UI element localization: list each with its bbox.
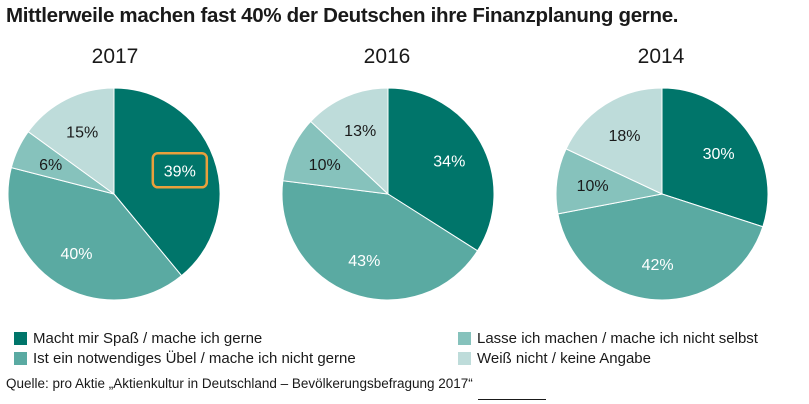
- legend-label: Ist ein notwendiges Übel / mache ich nic…: [33, 350, 356, 367]
- legend-label: Weiß nicht / keine Angabe: [477, 350, 651, 367]
- legend-swatch: [14, 332, 27, 345]
- pie-title-2017: 2017: [91, 45, 139, 68]
- pie-data-label: 6%: [39, 157, 62, 174]
- legend-item-spass: Macht mir Spaß / mache ich gerne: [14, 330, 262, 347]
- pie-data-label: 42%: [642, 257, 674, 274]
- pie-slice-2017-0: [113, 87, 221, 277]
- pie-title-2016: 2016: [363, 45, 411, 68]
- pie-slice-2016-1: [281, 180, 479, 301]
- legend-item-uebel: Ist ein notwendiges Übel / mache ich nic…: [14, 350, 356, 367]
- pie-data-label: 15%: [66, 125, 98, 142]
- pie-slice-2017-1: [7, 167, 183, 301]
- legend-item-weiss: Weiß nicht / keine Angabe: [458, 350, 651, 367]
- chart-title: Mittlerweile machen fast 40% der Deutsch…: [6, 4, 679, 27]
- pie-slice-2014-3: [565, 87, 663, 195]
- legend-item-lasse: Lasse ich machen / mache ich nicht selbs…: [458, 330, 758, 347]
- legend-swatch: [458, 332, 471, 345]
- pie-charts: 39%40%6%15%34%43%10%13%30%42%10%18%: [7, 87, 769, 301]
- pie-2017: 39% 40% 6%15%: [7, 87, 221, 301]
- legend-label: Lasse ich machen / mache ich nicht selbs…: [477, 330, 758, 347]
- pie-slice-2014-0: [661, 87, 769, 228]
- divider: [478, 399, 546, 400]
- pie-data-label: 10%: [309, 157, 341, 174]
- pie-2014: 30% 42% 10% 18%: [555, 87, 769, 301]
- legend-swatch: [458, 352, 471, 365]
- pie-data-label: 13%: [344, 123, 376, 140]
- pie-title-2014: 2014: [637, 45, 685, 68]
- pie-2016: 34% 43% 10%13%: [281, 87, 495, 301]
- pie-data-label: 40%: [60, 246, 92, 263]
- highlight-box: [151, 152, 209, 189]
- source-note: Quelle: pro Aktie „Aktienkultur in Deuts…: [6, 376, 473, 391]
- legend-label: Macht mir Spaß / mache ich gerne: [33, 330, 263, 347]
- pie-data-label: 10%: [577, 178, 609, 195]
- pie-data-label: 18%: [608, 128, 640, 145]
- pie-data-label: 34%: [433, 153, 465, 170]
- pie-slice-2017-3: [27, 87, 115, 195]
- pie-data-label: 39%: [164, 163, 196, 180]
- pie-data-label: 30%: [703, 146, 735, 163]
- legend-swatch: [14, 352, 27, 365]
- pie-data-label: 43%: [348, 253, 380, 270]
- pie-slice-2016-0: [387, 87, 495, 252]
- pie-slice-2014-1: [557, 193, 764, 301]
- pie-slice-2016-3: [310, 87, 389, 196]
